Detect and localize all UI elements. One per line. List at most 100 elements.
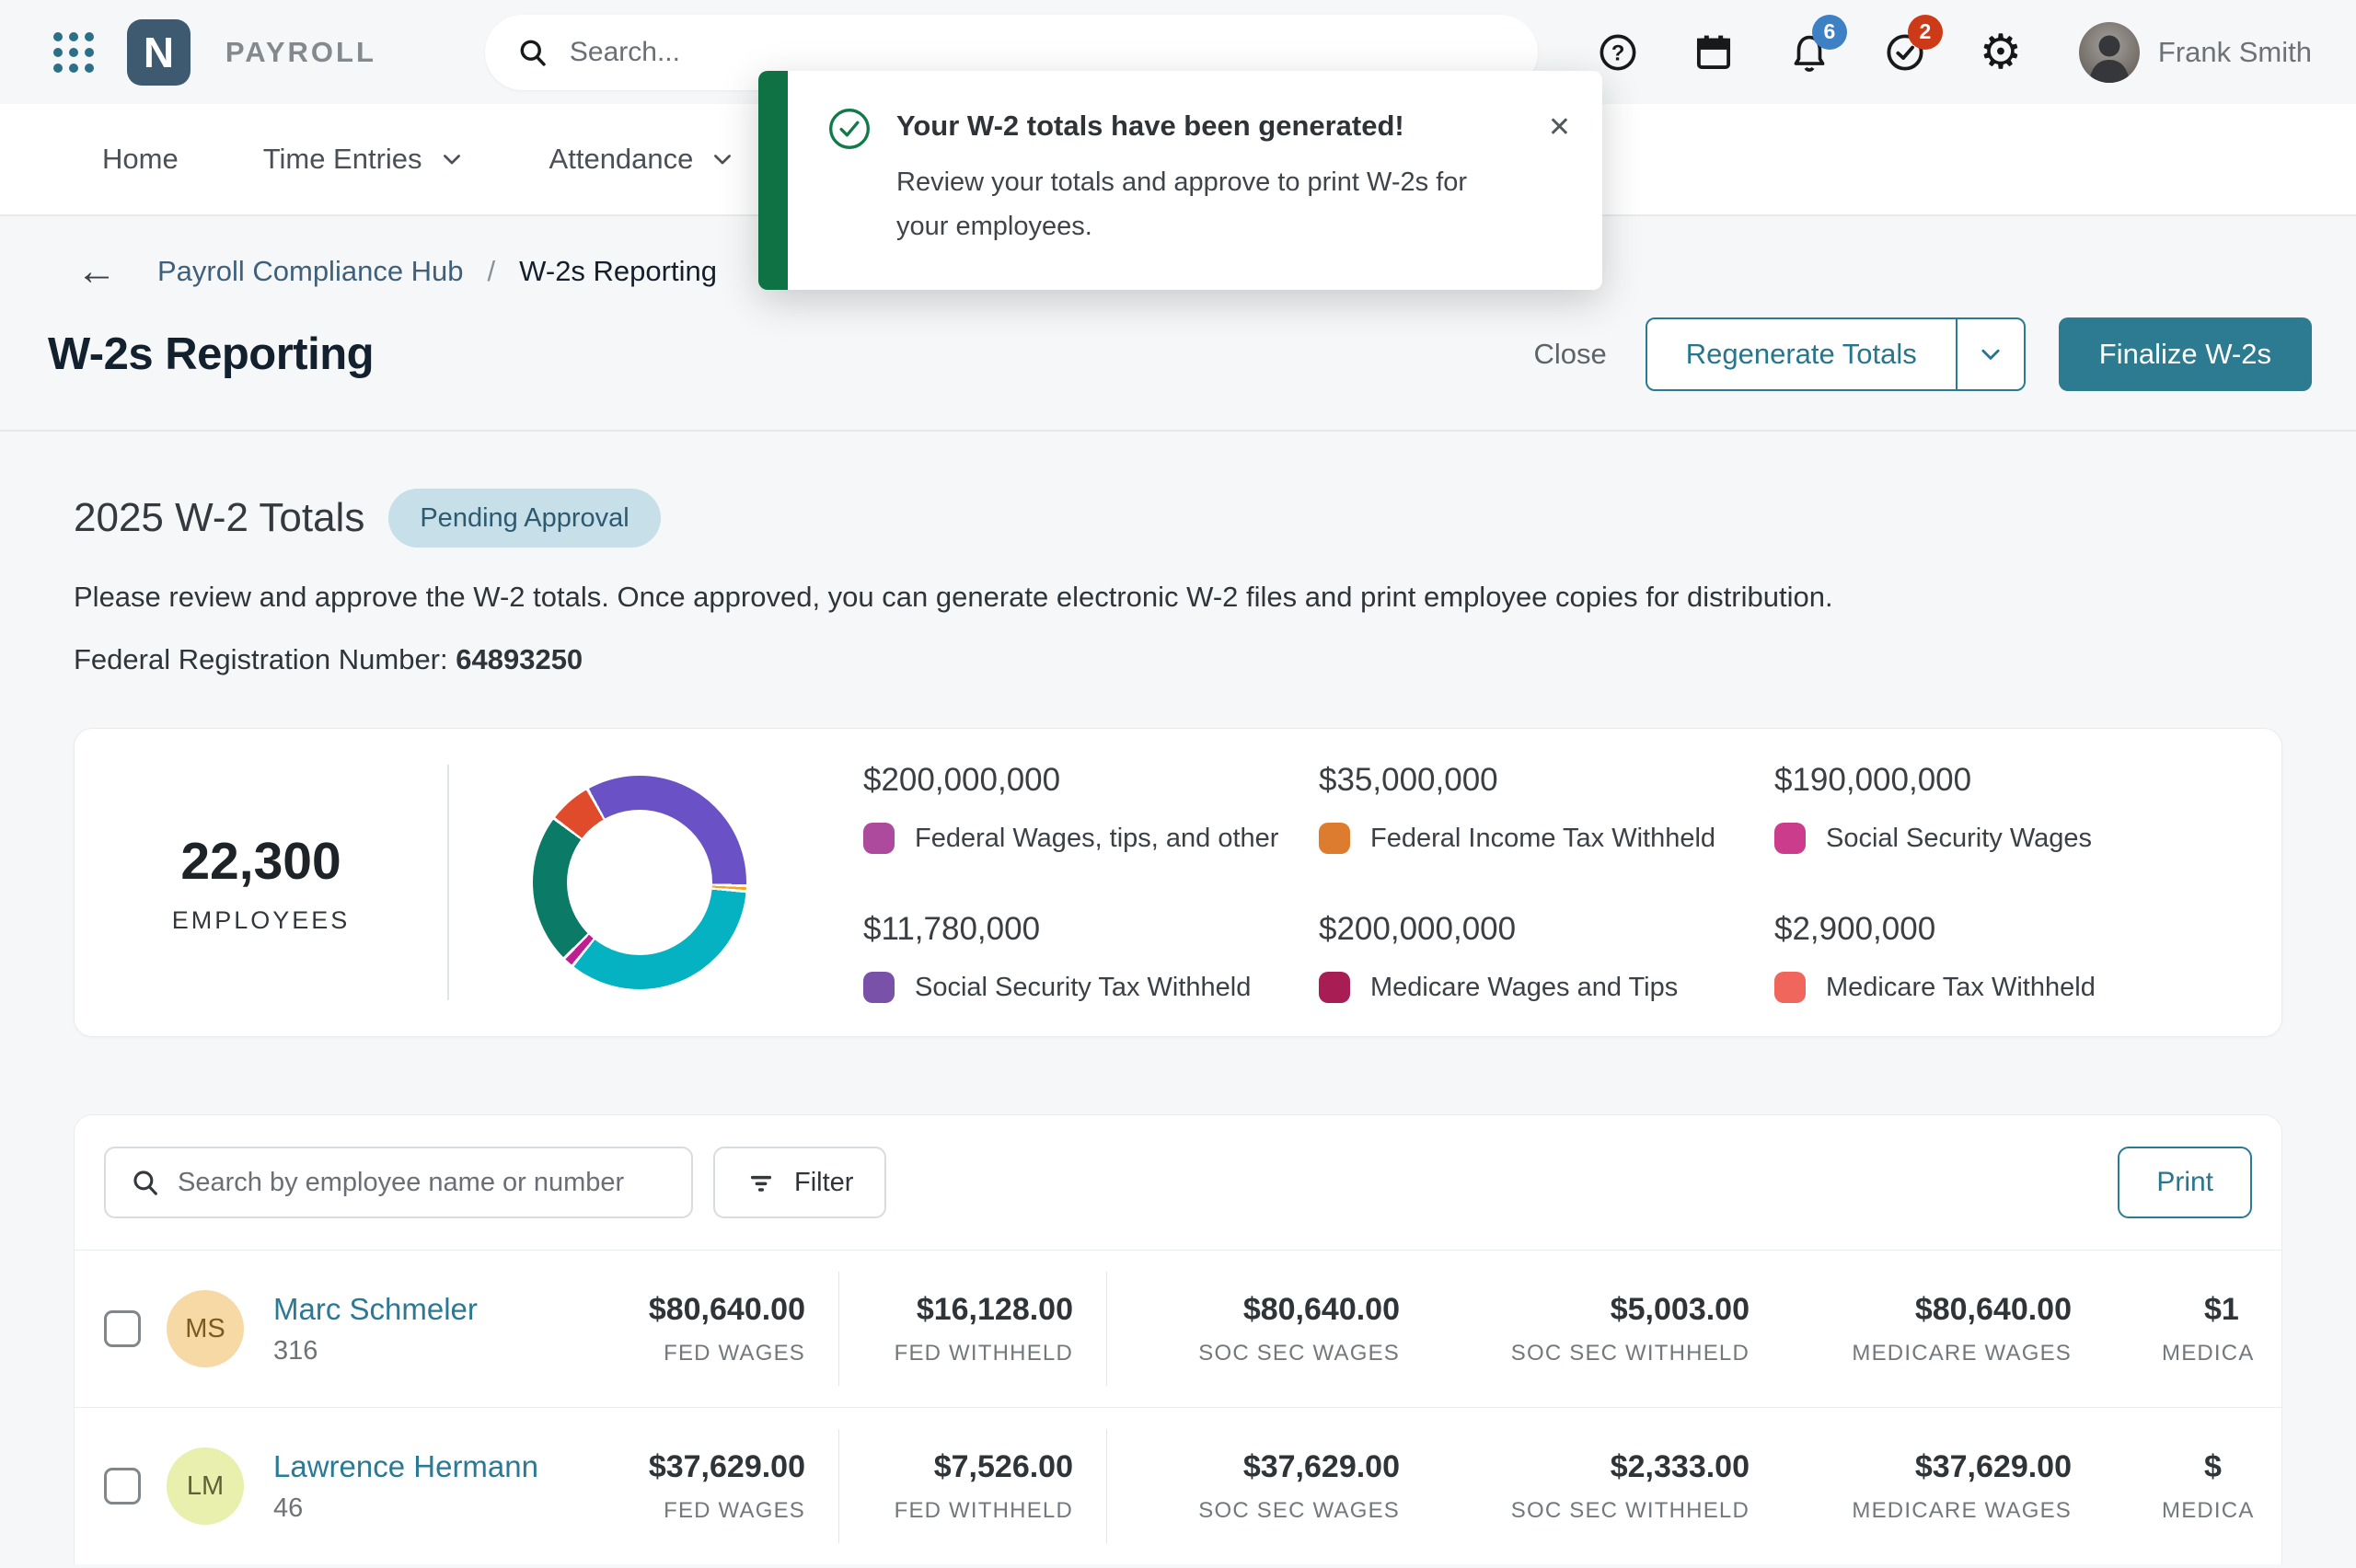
stat-cell: $37,629.00 SOC SEC WAGES [1106,1429,1433,1543]
chevron-down-icon [443,155,460,165]
page-header: ← Payroll Compliance Hub / W-2s Reportin… [0,216,2356,432]
stat-label: MEDICARE WAGES [1852,1497,2072,1523]
regenerate-totals-button[interactable]: Regenerate Totals [1645,317,2026,391]
stat-value: $16,128.00 [916,1291,1073,1327]
employee-search[interactable] [104,1147,693,1218]
toast-close-icon[interactable]: ✕ [1547,112,1571,143]
legend-item: $200,000,000 Medicare Wages and Tips [1319,911,1774,1003]
print-button[interactable]: Print [2118,1147,2252,1218]
help-button[interactable]: ? [1595,29,1641,75]
legend-value: $190,000,000 [1774,762,1972,798]
stat-cell: $ MEDICA [2105,1429,2281,1543]
regenerate-totals-label[interactable]: Regenerate Totals [1685,338,1917,370]
close-button[interactable]: Close [1533,338,1607,370]
stat-label: SOC SEC WAGES [1198,1340,1400,1366]
nav-item-home[interactable]: Home [102,143,179,176]
donut-chart [533,776,746,989]
stat-label: FED WITHHELD [894,1340,1073,1366]
table-row: MS Marc Schmeler 316 $80,640.00 FED WAGES $16… [75,1250,2281,1407]
donut-hole [567,810,712,955]
stat-cell: $37,629.00 FED WAGES [618,1429,838,1543]
stat-label: MEDICARE WAGES [1852,1340,2072,1366]
stat-label: MEDICA [2162,1340,2255,1366]
stat-value: $2,333.00 [1610,1448,1750,1484]
legend-swatch [863,972,895,1003]
toast-notification: Your W-2 totals have been generated! Rev… [758,71,1602,290]
brand-logo[interactable]: N [127,18,191,86]
chart-legend: $200,000,000 Federal Wages, tips, and oth… [830,762,2281,1003]
stat-label: FED WAGES [664,1340,805,1366]
totals-section: 2025 W-2 Totals Pending Approval Please … [0,489,2356,676]
legend-label: Federal Income Tax Withheld [1370,823,1716,853]
stat-value: $80,640.00 [648,1291,805,1327]
regenerate-dropdown-toggle[interactable] [1955,319,2024,389]
legend-item: $190,000,000 Social Security Wages [1774,762,2230,854]
notification-count-badge: 6 [1811,14,1847,50]
filter-button[interactable]: Filter [713,1147,887,1218]
legend-item: $200,000,000 Federal Wages, tips, and oth… [863,762,1319,854]
row-checkbox[interactable] [104,1468,141,1505]
legend-label: Social Security Tax Withheld [915,972,1252,1002]
chevron-down-icon [1981,349,2000,360]
back-arrow-icon[interactable]: ← [76,248,117,294]
federal-registration: Federal Registration Number: 64893250 [74,643,2282,676]
nav-label: Home [102,143,179,175]
user-avatar[interactable] [2078,21,2140,83]
employee-avatar: MS [167,1290,244,1367]
employee-search-input[interactable] [178,1167,667,1198]
notifications-button[interactable]: 6 [1786,14,1847,75]
stat-label: FED WAGES [664,1497,805,1523]
stat-value: $1 [2204,1291,2239,1327]
gear-icon: ⚙ [1979,25,2023,79]
breadcrumb: ← Payroll Compliance Hub / W-2s Reportin… [0,216,2356,292]
legend-label: Medicare Tax Withheld [1826,972,2096,1002]
stat-cell: $80,640.00 MEDICARE WAGES [1783,1272,2105,1386]
legend-swatch [1774,823,1806,854]
legend-label: Social Security Wages [1826,823,2093,853]
employee-number: 316 [273,1335,318,1366]
calendar-button[interactable] [1691,29,1737,75]
nav-label: Attendance [549,143,694,175]
stat-value: $37,629.00 [1914,1448,2072,1484]
stat-label: SOC SEC WITHHELD [1510,1340,1750,1366]
user-name[interactable]: Frank Smith [2157,35,2312,68]
employee-name-link[interactable]: Marc Schmeler [273,1291,478,1326]
breadcrumb-current: W-2s Reporting [519,255,717,287]
legend-label: Medicare Wages and Tips [1370,972,1679,1002]
employee-count: 22,300 [180,831,341,891]
employee-name-link[interactable]: Lawrence Hermann [273,1448,538,1483]
stat-value: $ [2204,1448,2222,1484]
nav-item-time-entries[interactable]: Time Entries [263,143,465,176]
totals-description: Please review and approve the W-2 totals… [74,581,1833,613]
stat-value: $5,003.00 [1610,1291,1750,1327]
stat-cell: $16,128.00 FED WITHHELD [838,1272,1106,1386]
topbar: N PAYROLL ? [0,0,2356,104]
tasks-button[interactable]: 2 [1882,14,1943,75]
finalize-w2s-button[interactable]: Finalize W-2s [2058,317,2312,391]
employee-number: 46 [273,1493,304,1523]
employee-count-label: EMPLOYEES [171,905,351,934]
row-checkbox[interactable] [104,1310,141,1347]
employee-avatar: LM [167,1447,244,1525]
legend-item: $2,900,000 Medicare Tax Withheld [1774,911,2230,1003]
legend-value: $2,900,000 [1774,911,1936,947]
legend-swatch [1319,972,1350,1003]
nav-item-attendance[interactable]: Attendance [549,143,736,176]
w2-totals-summary-card: 22,300 EMPLOYEES $200,000,000 Federal Wag… [74,728,2282,1037]
toast-body: Review your totals and approve to print … [896,167,1468,241]
settings-button[interactable]: ⚙ [1978,25,2024,79]
stat-cell: $80,640.00 FED WAGES [618,1272,838,1386]
filter-label: Filter [794,1167,854,1197]
stat-value: $80,640.00 [1914,1291,2072,1327]
stat-cell: $7,526.00 FED WITHHELD [838,1429,1106,1543]
svg-text:?: ? [1611,40,1625,65]
table-toolbar: Filter Print [75,1115,2281,1250]
stat-label: FED WITHHELD [894,1497,1073,1523]
chevron-down-icon [714,155,732,165]
global-search-input[interactable] [569,36,1507,68]
legend-value: $200,000,000 [1319,911,1517,947]
stat-value: $37,629.00 [1242,1448,1400,1484]
nav-label: Time Entries [262,143,422,175]
breadcrumb-parent-link[interactable]: Payroll Compliance Hub [157,255,464,287]
app-grid-icon[interactable] [53,31,94,73]
